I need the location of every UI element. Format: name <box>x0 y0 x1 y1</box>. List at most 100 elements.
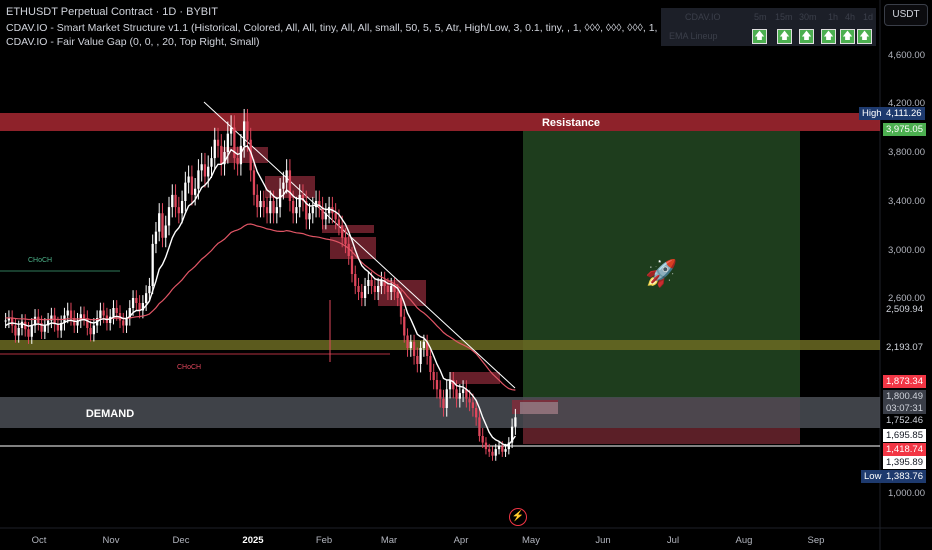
candle-body <box>115 308 118 313</box>
candle-body <box>7 318 11 321</box>
y-tick-label: 2,600.00 <box>888 293 925 304</box>
candle-body <box>380 280 383 286</box>
up-arrow-icon: 🡅 <box>857 29 872 44</box>
candle-body <box>327 207 331 214</box>
candle-body <box>27 329 30 337</box>
candle-body <box>92 325 96 335</box>
candle-body <box>125 318 128 326</box>
candle-body <box>177 207 180 214</box>
y-tick-label: 1,000.00 <box>888 488 925 499</box>
candle-body <box>50 315 53 321</box>
pivot-zone <box>0 340 880 350</box>
lightning-icon[interactable]: ⚡ <box>509 508 527 526</box>
resistance-label: Resistance <box>542 117 600 129</box>
candle-body <box>187 176 190 183</box>
candle-body <box>425 341 429 356</box>
candle-body <box>131 298 135 308</box>
candle-body <box>200 164 203 171</box>
candle-body <box>223 152 226 165</box>
candle-body <box>301 194 305 201</box>
candle-body <box>164 225 167 238</box>
candle-body <box>249 139 252 171</box>
fvg-box <box>450 372 500 384</box>
currency-button[interactable]: USDT <box>884 4 928 26</box>
candle-body <box>122 320 125 326</box>
candle-body <box>347 243 350 256</box>
candle-body <box>429 356 432 372</box>
candle-body <box>488 449 491 452</box>
y-tick-label: 3,800.00 <box>888 147 925 158</box>
indicator-1-legend[interactable]: CDAV.IO - Smart Market Structure v1.1 (H… <box>6 22 729 34</box>
candle-body <box>419 348 422 364</box>
candle-body <box>497 446 501 450</box>
candle-body <box>282 182 285 189</box>
x-tick-label: Oct <box>32 535 47 546</box>
y-tick-label: 4,600.00 <box>888 50 925 61</box>
candle-body <box>272 201 275 214</box>
target-zone <box>523 131 800 398</box>
candle-body <box>341 225 344 238</box>
candle-body <box>416 356 419 364</box>
candle-body <box>432 372 435 380</box>
candle-body <box>409 341 412 348</box>
candle-body <box>229 127 233 134</box>
x-tick-label: Mar <box>381 535 397 546</box>
countdown-label: 03:07:31 <box>883 402 926 415</box>
up-arrow-icon: 🡅 <box>821 29 836 44</box>
fvg-box <box>330 237 376 259</box>
candle-body <box>180 201 184 214</box>
x-tick-label: Jul <box>667 535 679 546</box>
candle-body <box>468 398 471 403</box>
candle-body <box>148 286 151 294</box>
candle-body <box>288 170 292 201</box>
candle-body <box>56 324 60 331</box>
x-tick-label: Aug <box>736 535 753 546</box>
candle-body <box>226 133 229 152</box>
candle-body <box>243 121 246 146</box>
candle-body <box>210 158 213 167</box>
candle-body <box>11 318 14 326</box>
candle-body <box>285 170 288 183</box>
candle-body <box>190 176 194 195</box>
candle-body <box>321 207 324 220</box>
candle-body <box>455 389 458 399</box>
candle-body <box>66 310 69 316</box>
candle-body <box>259 201 262 208</box>
candle-body <box>109 316 112 323</box>
candle-body <box>445 389 448 408</box>
choch-label: CHoCH <box>28 257 52 264</box>
candle-body <box>144 293 148 303</box>
x-tick-label: Apr <box>454 535 469 546</box>
symbol-title[interactable]: ETHUSDT Perpetual Contract · 1D · BYBIT <box>6 6 218 18</box>
candle-body <box>14 325 17 336</box>
candle-body <box>184 182 187 201</box>
low-price-label: 1,383.76 <box>883 470 926 483</box>
candle-body <box>112 308 115 317</box>
candle-body <box>308 213 311 220</box>
candle-body <box>171 194 174 208</box>
candle-body <box>207 166 210 177</box>
candle-body <box>501 446 504 452</box>
ema-fast-line <box>5 145 516 446</box>
up-arrow-icon: 🡅 <box>840 29 855 44</box>
y-tick-label: 4,200.00 <box>888 98 925 109</box>
candle-body <box>478 417 481 436</box>
candle-body <box>76 320 79 326</box>
candle-body <box>396 292 399 298</box>
candle-body <box>252 170 256 195</box>
y-tick-label: 3,400.00 <box>888 196 925 207</box>
candle-body <box>376 286 380 292</box>
high-price-label: 4,111.26 <box>883 107 925 120</box>
candle-body <box>194 188 197 195</box>
candle-body <box>337 219 341 226</box>
candle-body <box>357 286 360 292</box>
candle-body <box>167 207 171 226</box>
indicator-2-legend[interactable]: CDAV.IO - Fair Value Gap (0, 0, , 20, To… <box>6 36 260 48</box>
candle-body <box>334 213 337 220</box>
candle-body <box>481 436 484 443</box>
table-title: CDAV.IO <box>685 12 721 22</box>
y-tick-label: 3,000.00 <box>888 245 925 256</box>
candle-body <box>484 442 488 450</box>
